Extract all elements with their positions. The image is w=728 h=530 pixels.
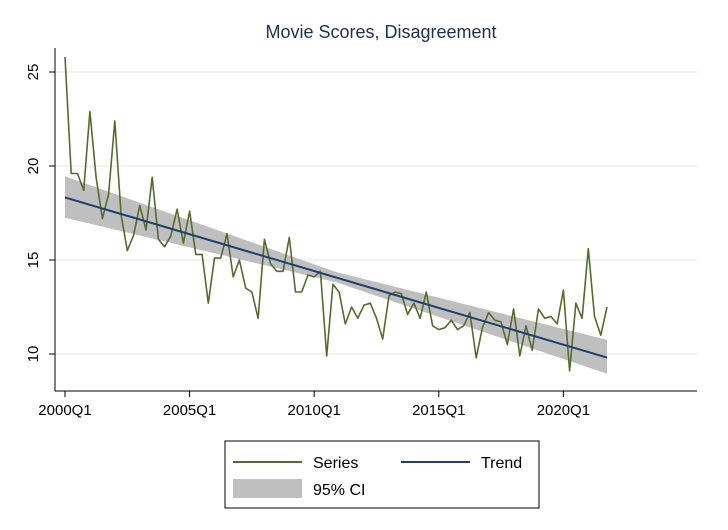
tick-labels: 2000Q1 2005Q1 2010Q1 2015Q1 2020Q1 10 15 20 25 [25, 64, 590, 419]
y-tick-label-10: 10 [25, 346, 42, 363]
y-tick-label-15: 15 [25, 252, 42, 269]
series-lines [64, 56, 608, 372]
legend-trend-label: Trend [481, 455, 522, 472]
trend-line [64, 196, 608, 359]
y-tick-label-25: 25 [25, 64, 42, 81]
x-tick-label-2015Q1: 2015Q1 [412, 402, 465, 419]
x-tick-label-2010Q1: 2010Q1 [288, 402, 341, 419]
axes [49, 48, 697, 397]
y-tick-label-20: 20 [25, 158, 42, 175]
legend: Series Trend 95% CI [224, 440, 540, 509]
legend-series-label: Series [313, 455, 358, 472]
x-tick-label-2000Q1: 2000Q1 [38, 402, 91, 419]
x-tick-label-2020Q1: 2020Q1 [537, 402, 590, 419]
chart-title: Movie Scores, Disagreement [265, 22, 496, 42]
x-tick-label-2005Q1: 2005Q1 [163, 402, 216, 419]
series-line [64, 56, 608, 372]
legend-ci-swatch [233, 479, 302, 498]
legend-ci-label: 95% CI [313, 482, 365, 499]
